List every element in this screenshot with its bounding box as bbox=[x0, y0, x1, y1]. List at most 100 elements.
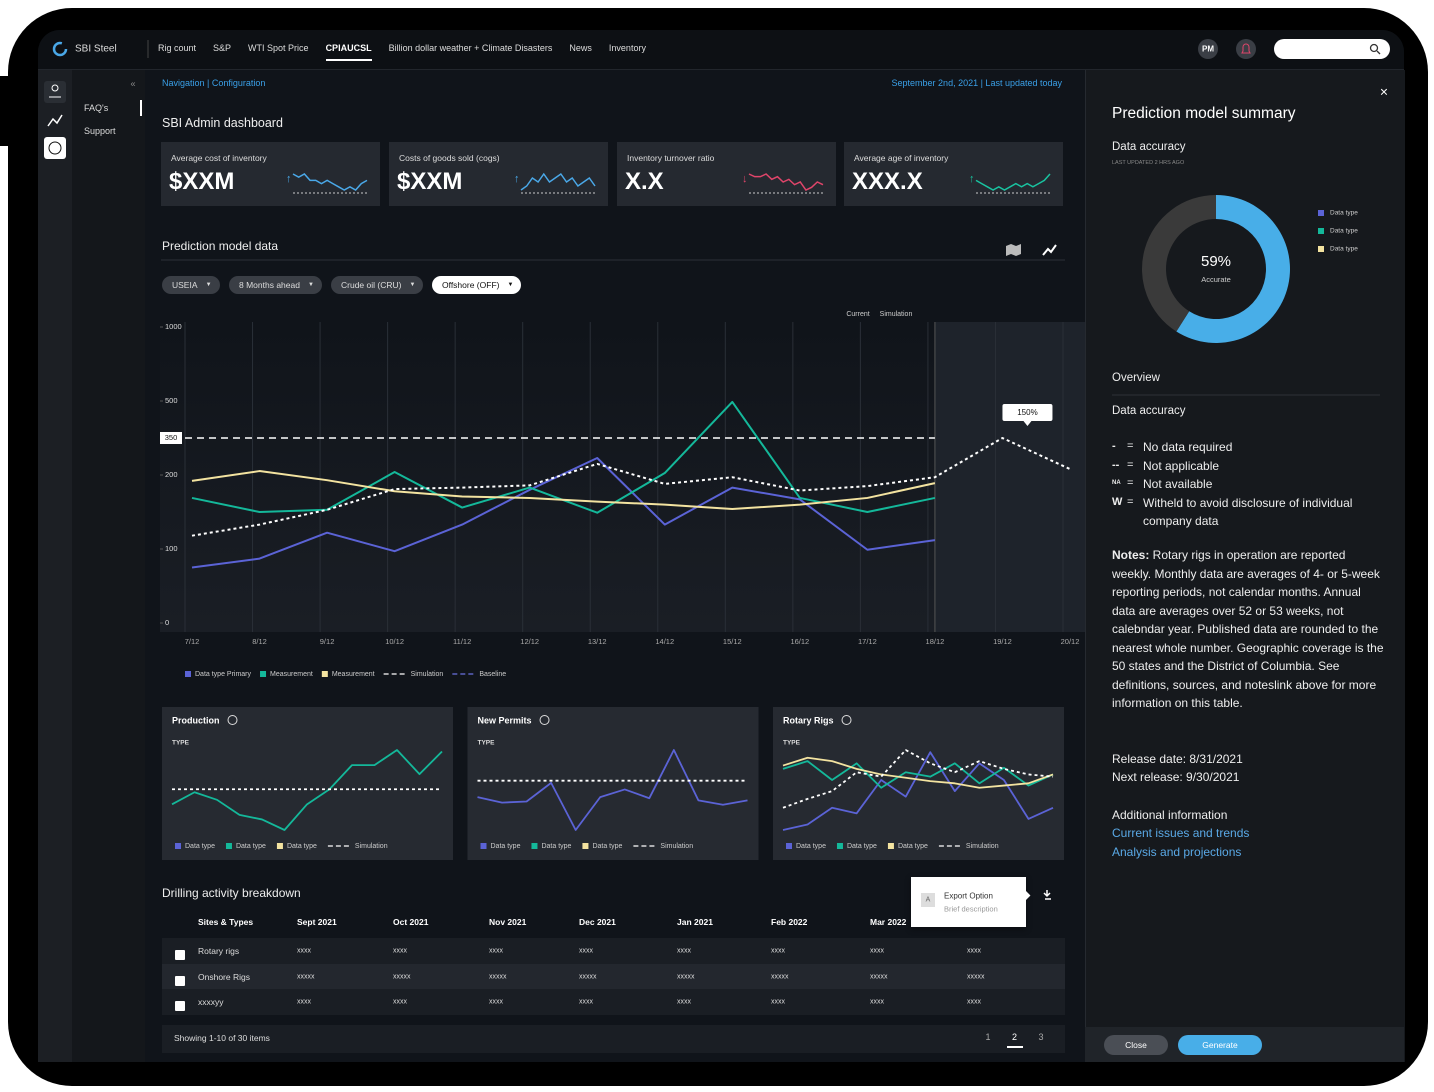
nav-tab[interactable]: WTI Spot Price bbox=[248, 43, 309, 53]
table-cell: xxxxx bbox=[771, 973, 789, 980]
collapse[interactable]: « bbox=[130, 78, 135, 88]
avatar-bg[interactable] bbox=[1198, 39, 1218, 59]
definition-symbol: NA bbox=[1112, 480, 1121, 486]
legend-label: Data type bbox=[1330, 246, 1358, 253]
page-underline bbox=[1006, 1046, 1023, 1048]
row-label: Rotary rigs bbox=[198, 946, 240, 956]
x-tick-label: 19/12 bbox=[993, 637, 1012, 646]
page-number[interactable]: 2 bbox=[1011, 1032, 1018, 1042]
region-label: Current bbox=[846, 311, 869, 318]
legend-label: Simulation bbox=[355, 843, 388, 850]
trend-icon[interactable] bbox=[1042, 244, 1057, 256]
checkbox[interactable] bbox=[175, 975, 185, 986]
kpi-arrow: ↑ bbox=[514, 173, 520, 185]
bezel-notch bbox=[0, 76, 10, 146]
panel-card bbox=[467, 707, 759, 860]
panel-card bbox=[773, 707, 1064, 860]
side-nav-item[interactable]: FAQ's bbox=[84, 103, 109, 113]
kpi-card bbox=[389, 142, 608, 206]
filter-label: Offshore (OFF) bbox=[442, 280, 500, 290]
table-cell: xxxx bbox=[870, 998, 884, 1006]
page-number[interactable]: 3 bbox=[1038, 1032, 1044, 1042]
panel-button[interactable]: Generate bbox=[1178, 1035, 1262, 1055]
x-tick-label: 8/12 bbox=[252, 637, 267, 646]
table-cell: xxxxx bbox=[967, 973, 985, 980]
column-header: Oct 2021 bbox=[393, 917, 429, 927]
side-nav-item[interactable]: Support bbox=[84, 126, 116, 136]
legend-label: Data type bbox=[1330, 210, 1358, 217]
legend-label: Data type Primary bbox=[195, 671, 252, 678]
nav-tab[interactable]: News bbox=[569, 43, 592, 53]
checkbox[interactable] bbox=[175, 1001, 185, 1011]
close-icon[interactable]: × bbox=[1380, 84, 1388, 100]
download-icon[interactable] bbox=[1043, 890, 1051, 900]
y-tick-label: 500 bbox=[165, 396, 178, 405]
legend-swatch bbox=[1318, 228, 1324, 234]
kpi-value: X.X bbox=[625, 168, 664, 195]
nav-tab[interactable]: S&P bbox=[213, 43, 232, 53]
breadcrumb[interactable]: Navigation | Configuration bbox=[162, 78, 266, 88]
help-icon[interactable] bbox=[44, 137, 66, 159]
kpi-arrow: ↓ bbox=[742, 173, 748, 185]
page-number[interactable]: 1 bbox=[985, 1032, 991, 1042]
tooltip-label: 150% bbox=[1017, 408, 1037, 417]
x-tick-label: 14/12 bbox=[655, 637, 674, 646]
checkbox[interactable] bbox=[175, 950, 185, 960]
filter-caret: ▼ bbox=[507, 282, 514, 288]
info-icon bbox=[227, 715, 238, 725]
table-cell: xxxxx bbox=[297, 973, 315, 980]
kpi-label: Inventory turnover ratio bbox=[627, 153, 715, 163]
x-tick-label: 20/12 bbox=[1061, 637, 1080, 646]
panel-link[interactable]: Analysis and projections bbox=[1112, 844, 1242, 859]
column-header: Sites & Types bbox=[198, 917, 254, 927]
legend-label: Measurement bbox=[270, 671, 313, 678]
kpi-label: Costs of goods sold (cogs) bbox=[399, 153, 500, 163]
filter-label: 8 Months ahead bbox=[239, 280, 300, 290]
avatar[interactable]: PM bbox=[1202, 44, 1214, 54]
table-cell: xxxx bbox=[393, 998, 407, 1006]
legend-label: Measurement bbox=[332, 671, 375, 678]
nav-tab[interactable]: Inventory bbox=[608, 43, 646, 53]
filter-pill[interactable]: USEIA ▼ bbox=[162, 276, 220, 294]
notes-label: Notes: bbox=[1112, 548, 1150, 562]
panel-link[interactable]: Current issues and trends bbox=[1112, 826, 1250, 840]
chart-icon[interactable] bbox=[47, 114, 63, 127]
y-tick-label: 0 bbox=[165, 618, 169, 627]
table-cell: xxxx bbox=[771, 998, 785, 1006]
bell[interactable] bbox=[1236, 39, 1256, 59]
kpi-label: Average cost of inventory bbox=[171, 153, 267, 163]
filter-pill[interactable]: 8 Months ahead ▼ bbox=[229, 276, 322, 294]
x-tick-label: 15/12 bbox=[723, 637, 742, 646]
series-line bbox=[782, 760, 1054, 789]
info-icon bbox=[841, 715, 852, 725]
donut-sublabel: Accurate bbox=[1201, 275, 1231, 284]
sparkline bbox=[292, 173, 368, 191]
date: September 2nd, 2021 | Last updated today bbox=[891, 78, 1062, 88]
popup-icon-label: A bbox=[925, 896, 931, 904]
search-box[interactable] bbox=[1274, 39, 1390, 59]
legend-label: Simulation bbox=[966, 843, 999, 850]
series-line bbox=[191, 470, 936, 511]
filter-pill[interactable]: Offshore (OFF) ▼ bbox=[432, 276, 522, 294]
legend-label: Data type bbox=[847, 843, 877, 850]
panel-title: Prediction model summary bbox=[1112, 105, 1296, 122]
table-cell: xxxx bbox=[967, 947, 981, 955]
y-tick-label: 1000 bbox=[165, 322, 182, 331]
nav-tab[interactable]: Billion dollar weather + Climate Disaste… bbox=[388, 43, 553, 53]
nav-tab[interactable]: Rig count bbox=[158, 43, 197, 53]
filter-pill[interactable]: Crude oil (CRU) ▼ bbox=[331, 276, 424, 294]
map-icon[interactable] bbox=[1006, 244, 1021, 256]
legend-swatch bbox=[260, 671, 267, 677]
panel-button[interactable]: Close bbox=[1104, 1035, 1168, 1055]
column-header: Jan 2021 bbox=[677, 917, 713, 927]
notes: Notes: Rotary rigs in operation are repo… bbox=[1112, 546, 1384, 713]
popup-title[interactable]: Export Option bbox=[944, 891, 993, 901]
legend-swatch bbox=[175, 843, 181, 849]
simulation-region bbox=[934, 322, 1085, 632]
definition-text: Not applicable bbox=[1143, 458, 1220, 473]
definition-text: No data required bbox=[1143, 440, 1233, 454]
column-header: Mar 2022 bbox=[870, 917, 907, 927]
legend-swatch bbox=[185, 671, 191, 677]
nav-tab[interactable]: CPIAUCSL bbox=[325, 43, 372, 61]
legend-label: Data type bbox=[491, 843, 521, 850]
